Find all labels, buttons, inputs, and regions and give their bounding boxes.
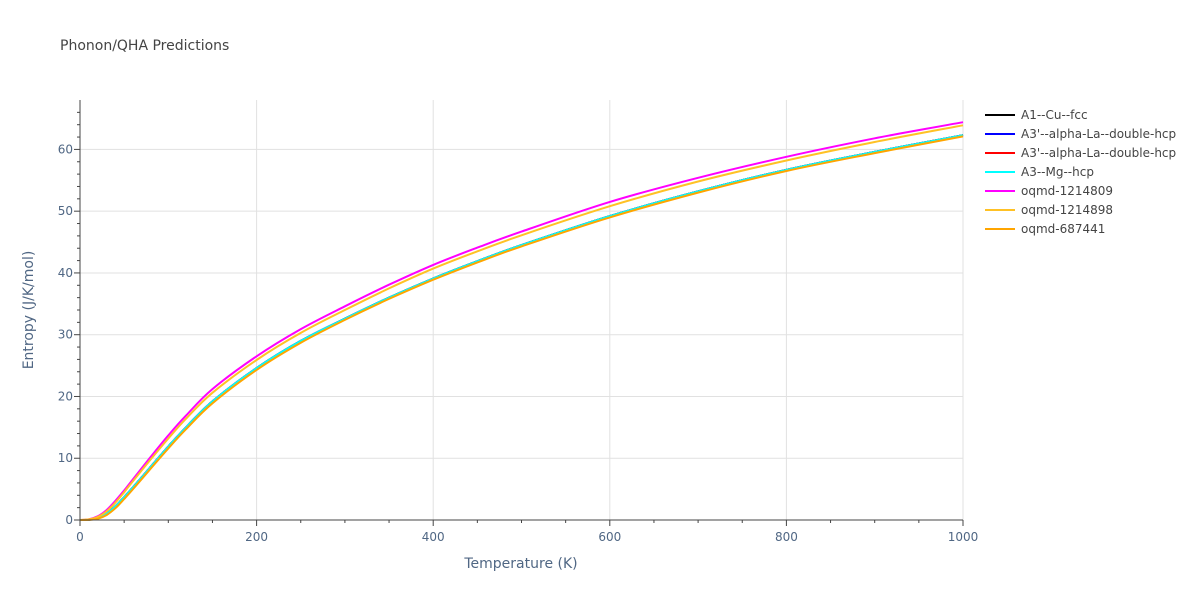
y-tick-label: 40 [58,266,73,280]
x-axis-label: Temperature (K) [463,556,577,572]
series-line-1 [79,134,964,521]
series-line-7 [79,135,964,522]
x-tick-label: 1000 [948,530,979,544]
x-tick-label: 0 [76,530,84,544]
x-tick-label: 800 [775,530,798,544]
series-line-5 [79,121,964,521]
grid [80,100,964,520]
legend: A1--Cu--fcc A3'--alpha-La--double-hcp A3'-… [985,108,1176,236]
tick-labels: 0 200 400 600 800 1000 0 10 20 30 40 50 60 [58,142,979,544]
x-tick-label: 200 [245,530,268,544]
y-tick-label: 10 [58,451,73,465]
y-axis-label: Entropy (J/K/mol) [21,251,37,370]
x-tick-label: 400 [422,530,445,544]
legend-entry: A3'--alpha-La--double-hcp [1021,127,1176,141]
chart-title: Phonon/QHA Predictions [60,38,229,54]
y-tick-label: 60 [58,142,73,156]
series-line-6 [79,124,964,521]
legend-entry: oqmd-1214898 [1021,203,1113,217]
axes [74,100,964,526]
y-tick-label: 30 [58,328,73,342]
y-tick-label: 20 [58,389,73,403]
series-line-4 [79,134,964,521]
legend-entry: A3'--alpha-La--double-hcp [1021,146,1176,160]
series-line-3 [79,134,964,521]
y-tick-label: 50 [58,204,73,218]
x-tick-label: 600 [598,530,621,544]
legend-entry: oqmd-1214809 [1021,184,1113,198]
legend-entry: A1--Cu--fcc [1021,108,1088,122]
legend-entry: oqmd-687441 [1021,222,1105,236]
series-line-2 [79,134,964,521]
legend-entry: A3--Mg--hcp [1021,165,1094,179]
series-lines [79,121,964,522]
y-tick-label: 0 [65,513,73,527]
